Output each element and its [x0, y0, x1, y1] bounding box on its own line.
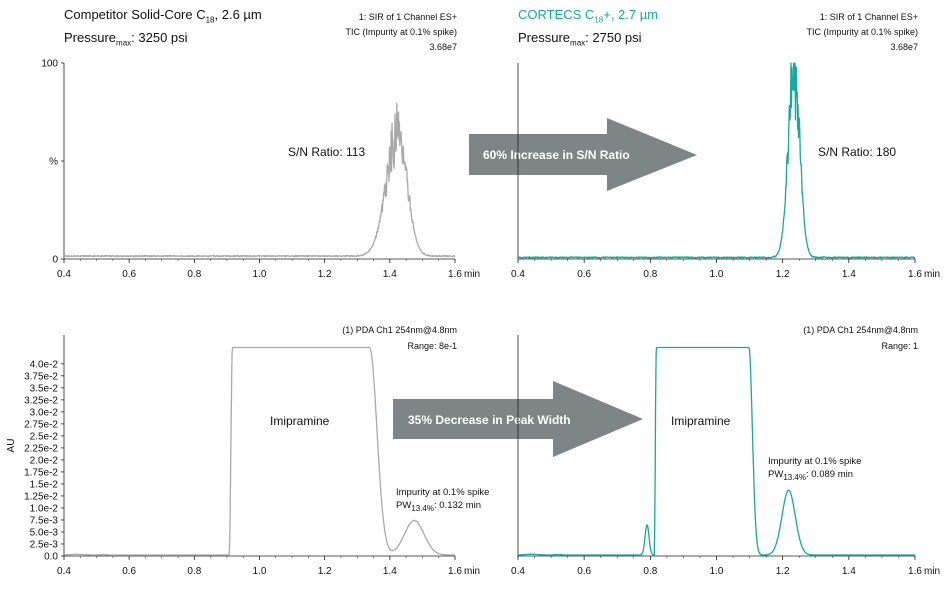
- bl-x-tick-label: 0.6: [122, 566, 136, 577]
- br-x-tick-label: 1.6: [908, 566, 922, 577]
- bl-x-tick-label: 1.0: [253, 566, 267, 577]
- bl-y-tick-label: 2.75e-2: [24, 419, 58, 430]
- tl-meta: 1: SIR of 1 Channel ES+ TIC (Impurity at…: [345, 12, 457, 52]
- bl-y-tick-label: 3.0e-2: [30, 407, 59, 418]
- bl-y-label: AU: [6, 439, 17, 453]
- br-x-tick-label: 0.8: [643, 566, 657, 577]
- tl-y-tick-label: 100: [41, 59, 58, 70]
- tl-x-tick-label: 0.4: [57, 269, 71, 280]
- tr-sn-annotation: S/N Ratio: 180: [818, 145, 897, 159]
- bl-y-tick-label: 1.75e-2: [24, 467, 58, 478]
- bl-y-tick-label: 1.5e-2: [30, 479, 59, 490]
- tl-title: Competitor Solid-Core C18, 2.6 µm: [64, 7, 262, 25]
- tr-x-tick-label: 1.6: [908, 269, 922, 280]
- bl-peak-label: Imipramine: [270, 414, 330, 428]
- bl-y-tick-label: 2.0e-2: [30, 455, 59, 466]
- br-x-tick-label: 0.4: [511, 566, 525, 577]
- bl-meta: (1) PDA Ch1 254nm@4.8nm Range: 8e-1: [342, 325, 457, 351]
- top-arrow-label: 60% Increase in S/N Ratio: [483, 148, 630, 162]
- bl-y-tick-label: 2.5e-2: [30, 431, 59, 442]
- tl-x-tick-label: 1.2: [318, 269, 332, 280]
- bl-y-tick-label: 3.5e-2: [30, 383, 59, 394]
- top-arrow: [469, 118, 697, 191]
- br-trace: [517, 346, 916, 556]
- bl-y-tick-label: 2.25e-2: [24, 443, 58, 454]
- tr-x-tick-label: 1.0: [710, 269, 724, 280]
- br-x-tick-label: 0.6: [577, 566, 591, 577]
- tr-pressure: Pressuremax: 2750 psi: [518, 30, 642, 48]
- tr-meta: 1: SIR of 1 Channel ES+ TIC (Impurity at…: [806, 12, 918, 52]
- br-x-tick-label: 1.4: [842, 566, 856, 577]
- tl-x-tick-label: 1.0: [253, 269, 267, 280]
- tl-y-tick-label: 0: [52, 255, 58, 266]
- tr-x-tick-label: 1.4: [842, 269, 856, 280]
- tl-x-tick-label: 0.8: [187, 269, 201, 280]
- tl-x-unit: min: [464, 269, 480, 280]
- bl-y-tick-label: 1.0e-2: [30, 503, 59, 514]
- bl-x-tick-label: 1.6: [448, 566, 462, 577]
- bl-y-tick-label: 5.0e-3: [30, 527, 59, 538]
- bl-x-tick-label: 0.4: [57, 566, 71, 577]
- tr-title: CORTECS C18+, 2.7 µm: [518, 7, 659, 25]
- br-meta: (1) PDA Ch1 254nm@4.8nm Range: 1: [803, 325, 918, 351]
- tl-x-tick-label: 1.6: [448, 269, 462, 280]
- br-x-tick-label: 1.0: [710, 566, 724, 577]
- tl-y-tick-label: %: [49, 157, 58, 168]
- tl-pressure: Pressuremax: 3250 psi: [64, 30, 188, 48]
- tr-x-tick-label: 0.8: [643, 269, 657, 280]
- bl-x-tick-label: 1.2: [318, 566, 332, 577]
- tr-x-unit: min: [924, 269, 940, 280]
- tr-x-tick-label: 1.2: [776, 269, 790, 280]
- bl-y-tick-label: 1.25e-2: [24, 491, 58, 502]
- tl-x-tick-label: 0.6: [122, 269, 136, 280]
- bl-y-tick-label: 2.5e-3: [30, 539, 59, 550]
- br-peak-label: Imipramine: [671, 414, 731, 428]
- tl-sn-annotation: S/N Ratio: 113: [288, 145, 366, 159]
- bl-y-tick-label: 4.0e-2: [30, 359, 59, 370]
- bl-impurity-annotation: Impurity at 0.1% spike PW13.4%: 0.132 mi…: [396, 487, 490, 513]
- bl-x-tick-label: 0.8: [187, 566, 201, 577]
- tl-x-tick-label: 1.4: [383, 269, 397, 280]
- bl-y-tick-label: 3.75e-2: [24, 371, 58, 382]
- bl-y-tick-label: 7.5e-3: [30, 515, 59, 526]
- bl-trace: [63, 346, 456, 556]
- bl-x-unit: min: [464, 566, 480, 577]
- tr-x-tick-label: 0.4: [511, 269, 525, 280]
- tr-trace: [517, 62, 916, 259]
- bl-y-tick-label: 3.25e-2: [24, 395, 58, 406]
- tl-trace: [63, 102, 456, 258]
- bottom-arrow-label: 35% Decrease in Peak Width: [408, 413, 571, 427]
- bl-y-tick-label: 0.0: [44, 552, 58, 563]
- br-x-unit: min: [924, 566, 940, 577]
- bl-x-tick-label: 1.4: [383, 566, 397, 577]
- tr-x-tick-label: 0.6: [577, 269, 591, 280]
- br-impurity-annotation: Impurity at 0.1% spike PW13.4%: 0.089 mi…: [768, 456, 862, 482]
- br-x-tick-label: 1.2: [776, 566, 790, 577]
